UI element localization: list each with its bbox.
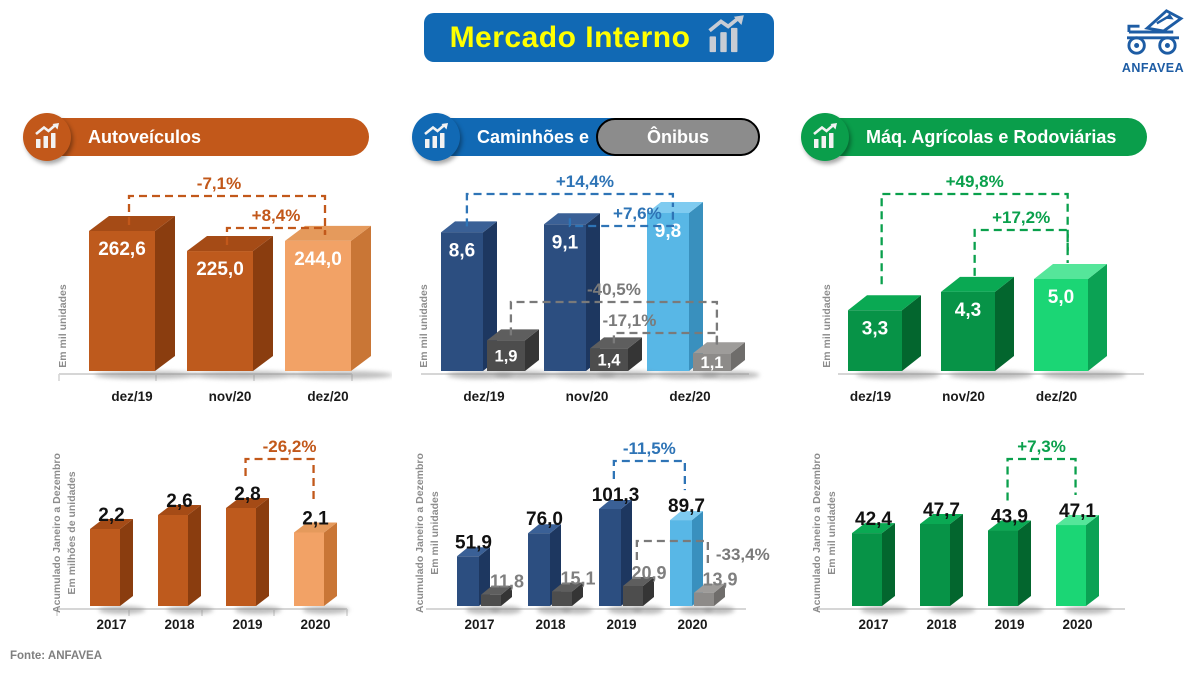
svg-text:5,0: 5,0 [1048,287,1074,308]
svg-text:1,9: 1,9 [495,348,518,366]
svg-text:51,9: 51,9 [455,532,492,553]
section-header-caminhoes-onibus: Caminhões e Ônibus [412,113,760,161]
svg-text:+14,4%: +14,4% [556,172,614,191]
svg-text:1,1: 1,1 [701,354,724,372]
svg-text:2018: 2018 [164,617,195,632]
section-header-maquinas: Máq. Agrícolas e Rodoviárias [801,113,1147,161]
svg-text:225,0: 225,0 [196,259,244,280]
svg-text:15,1: 15,1 [560,569,595,589]
svg-text:47,7: 47,7 [923,500,960,521]
svg-text:2,1: 2,1 [302,509,329,530]
svg-text:-7,1%: -7,1% [197,174,241,193]
svg-text:Em mil unidades: Em mil unidades [826,491,838,575]
svg-text:dez/19: dez/19 [463,389,504,404]
anfavea-logo: ANFAVEA [1114,6,1192,75]
svg-text:3,3: 3,3 [862,318,888,339]
svg-text:2019: 2019 [232,617,262,632]
chart-caminhoes-onibus-acumulado: Acumulado Janeiro a Dezembro Em mil unida… [411,421,783,643]
svg-text:2017: 2017 [858,617,888,632]
bar-chart-rise-icon [23,113,71,161]
tractor-icon [1127,9,1184,55]
svg-text:+7,6%: +7,6% [613,204,662,223]
page-title: Mercado Interno [424,13,774,62]
svg-text:2020: 2020 [677,617,707,632]
svg-text:262,6: 262,6 [98,239,146,260]
svg-text:dez/19: dez/19 [850,389,891,404]
section-title-autoveiculos: Autoveículos [88,126,202,147]
svg-text:+8,4%: +8,4% [252,206,301,225]
svg-text:1,4: 1,4 [598,352,622,370]
svg-text:dez/20: dez/20 [307,389,348,404]
svg-text:+17,2%: +17,2% [992,208,1050,227]
chart-maquinas-mensal: Em mil unidades 3,3 4,3 5,0 dez/19 nov/20 dez/… [800,166,1172,421]
svg-text:nov/20: nov/20 [566,389,609,404]
svg-text:-11,5%: -11,5% [623,439,676,458]
svg-text:244,0: 244,0 [294,249,342,270]
source-note: Fonte: ANFAVEA [10,650,102,662]
bar-chart-rise-icon [704,15,748,60]
svg-text:Em mil unidades: Em mil unidades [418,284,430,368]
svg-text:47,1: 47,1 [1059,501,1096,522]
svg-text:101,3: 101,3 [592,485,640,506]
svg-text:42,4: 42,4 [855,509,892,530]
svg-text:4,3: 4,3 [955,300,981,321]
svg-text:nov/20: nov/20 [209,389,252,404]
svg-text:+49,8%: +49,8% [946,172,1004,191]
svg-text:20,9: 20,9 [631,563,666,583]
svg-text:-26,2%: -26,2% [263,437,317,456]
svg-text:2018: 2018 [535,617,566,632]
svg-text:dez/19: dez/19 [111,389,152,404]
chart-maquinas-acumulado: Acumulado Janeiro a Dezembro Em mil unida… [800,421,1172,643]
bar-chart-rise-icon [412,113,460,161]
svg-text:-17,1%: -17,1% [602,311,656,330]
svg-text:2017: 2017 [464,617,494,632]
svg-text:-40,5%: -40,5% [587,280,641,299]
section-title-caminhoes: Caminhões e [477,126,590,147]
svg-text:Em mil unidades: Em mil unidades [821,284,833,368]
svg-text:2,8: 2,8 [234,484,260,505]
svg-text:8,6: 8,6 [449,240,475,261]
svg-text:Em mil unidades: Em mil unidades [429,491,441,575]
sections-grid: Autoveículos Em mil unidades 262,6 225,0 24… [22,113,1172,643]
svg-text:-33,4%: -33,4% [716,545,770,564]
page-title-text: Mercado Interno [449,20,691,54]
svg-text:2019: 2019 [994,617,1024,632]
svg-text:43,9: 43,9 [991,507,1028,528]
svg-text:Acumulado Janeiro a Dezembro: Acumulado Janeiro a Dezembro [51,453,63,613]
svg-text:9,8: 9,8 [655,221,681,242]
onibus-badge: Ônibus [596,118,760,156]
svg-text:2,2: 2,2 [98,505,124,526]
svg-text:2017: 2017 [96,617,126,632]
chart-autoveiculos-mensal: Em mil unidades 262,6 225,0 244,0 dez/19 nov/… [22,166,394,421]
section-header-autoveiculos: Autoveículos [23,113,369,161]
svg-text:Acumulado Janeiro a Dezembro: Acumulado Janeiro a Dezembro [811,453,823,613]
svg-text:11,8: 11,8 [490,572,524,592]
svg-text:89,7: 89,7 [668,496,705,517]
svg-text:nov/20: nov/20 [942,389,985,404]
svg-text:9,1: 9,1 [552,232,579,253]
svg-text:13,9: 13,9 [702,570,737,590]
chart-caminhoes-onibus-mensal: Em mil unidades 8,6 9,1 9,8 1,9 1,4 1,1 dez/19 n… [411,166,783,421]
svg-text:76,0: 76,0 [526,509,563,530]
svg-text:dez/20: dez/20 [1036,389,1077,404]
svg-text:Acumulado Janeiro a Dezembro: Acumulado Janeiro a Dezembro [414,453,426,613]
chart-autoveiculos-acumulado: Acumulado Janeiro a Dezembro Em milhões d… [22,421,394,643]
bar-chart-rise-icon [801,113,849,161]
section-maquinas: Máq. Agrícolas e Rodoviárias Em mil unid… [800,113,1172,643]
svg-text:2020: 2020 [1062,617,1092,632]
svg-text:2019: 2019 [606,617,636,632]
svg-text:dez/20: dez/20 [669,389,710,404]
section-caminhoes-onibus: Caminhões e Ônibus Em mil unidades 8,6 9,1… [411,113,783,643]
svg-text:2,6: 2,6 [166,491,192,512]
section-autoveiculos: Autoveículos Em mil unidades 262,6 225,0 24… [22,113,394,643]
svg-text:2020: 2020 [300,617,330,632]
anfavea-logo-text: ANFAVEA [1121,61,1185,75]
svg-text:+7,3%: +7,3% [1017,437,1066,456]
section-title-maquinas: Máq. Agrícolas e Rodoviárias [866,126,1117,147]
svg-text:2018: 2018 [926,617,957,632]
svg-text:Em mil unidades: Em mil unidades [57,284,69,368]
svg-text:Em milhões de unidades: Em milhões de unidades [66,471,78,594]
